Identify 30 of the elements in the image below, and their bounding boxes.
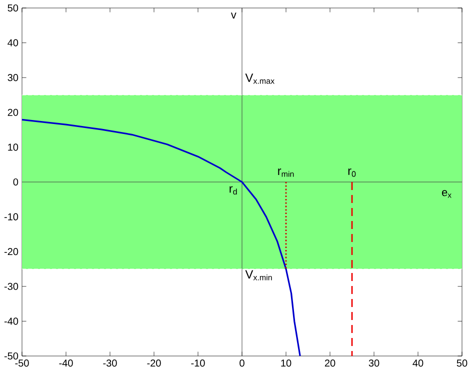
line-series [21, 118, 301, 357]
annotation: r$_{min}$ [278, 168, 294, 177]
x-tick-label: -30 [103, 360, 117, 367]
y-tick-label: -30 [4, 282, 18, 290]
y-tick-label: 30 [8, 74, 18, 82]
x-tick-label: 50 [456, 360, 468, 367]
y-tick-label: -50 [4, 352, 18, 360]
y-tick-label: 0 [13, 178, 18, 186]
y-tick-label: 50 [8, 4, 18, 12]
x-tick-label: 10 [281, 360, 292, 367]
x-tick-label: -10 [191, 360, 205, 367]
x-tick-label: 30 [368, 360, 380, 367]
annotation: V$_{x.max}$ [245, 74, 274, 84]
y-tick-label: 40 [8, 39, 18, 46]
x-tick-label: -20 [147, 360, 161, 367]
y-tick-label: -20 [4, 248, 18, 256]
y-tick-label: 20 [8, 108, 18, 116]
y-tick-label: -40 [4, 318, 18, 325]
x-tick-label: 0 [240, 360, 244, 367]
x-axis-title: e$_{x}$ [442, 190, 452, 198]
y-tick-label: 10 [8, 144, 18, 151]
annotation: r$_{d}$ [230, 186, 237, 195]
x-tick-label: 40 [412, 360, 424, 367]
y-axis-title: v [230, 12, 236, 18]
y-tick-label: -10 [4, 213, 18, 220]
annotation: V$_{x.min}$ [245, 270, 272, 280]
x-tick-label: 20 [324, 360, 336, 367]
annotation: r$_{0}$ [348, 168, 356, 177]
x-tick-label: -40 [59, 360, 73, 367]
x-tick-label: -50 [15, 360, 29, 367]
